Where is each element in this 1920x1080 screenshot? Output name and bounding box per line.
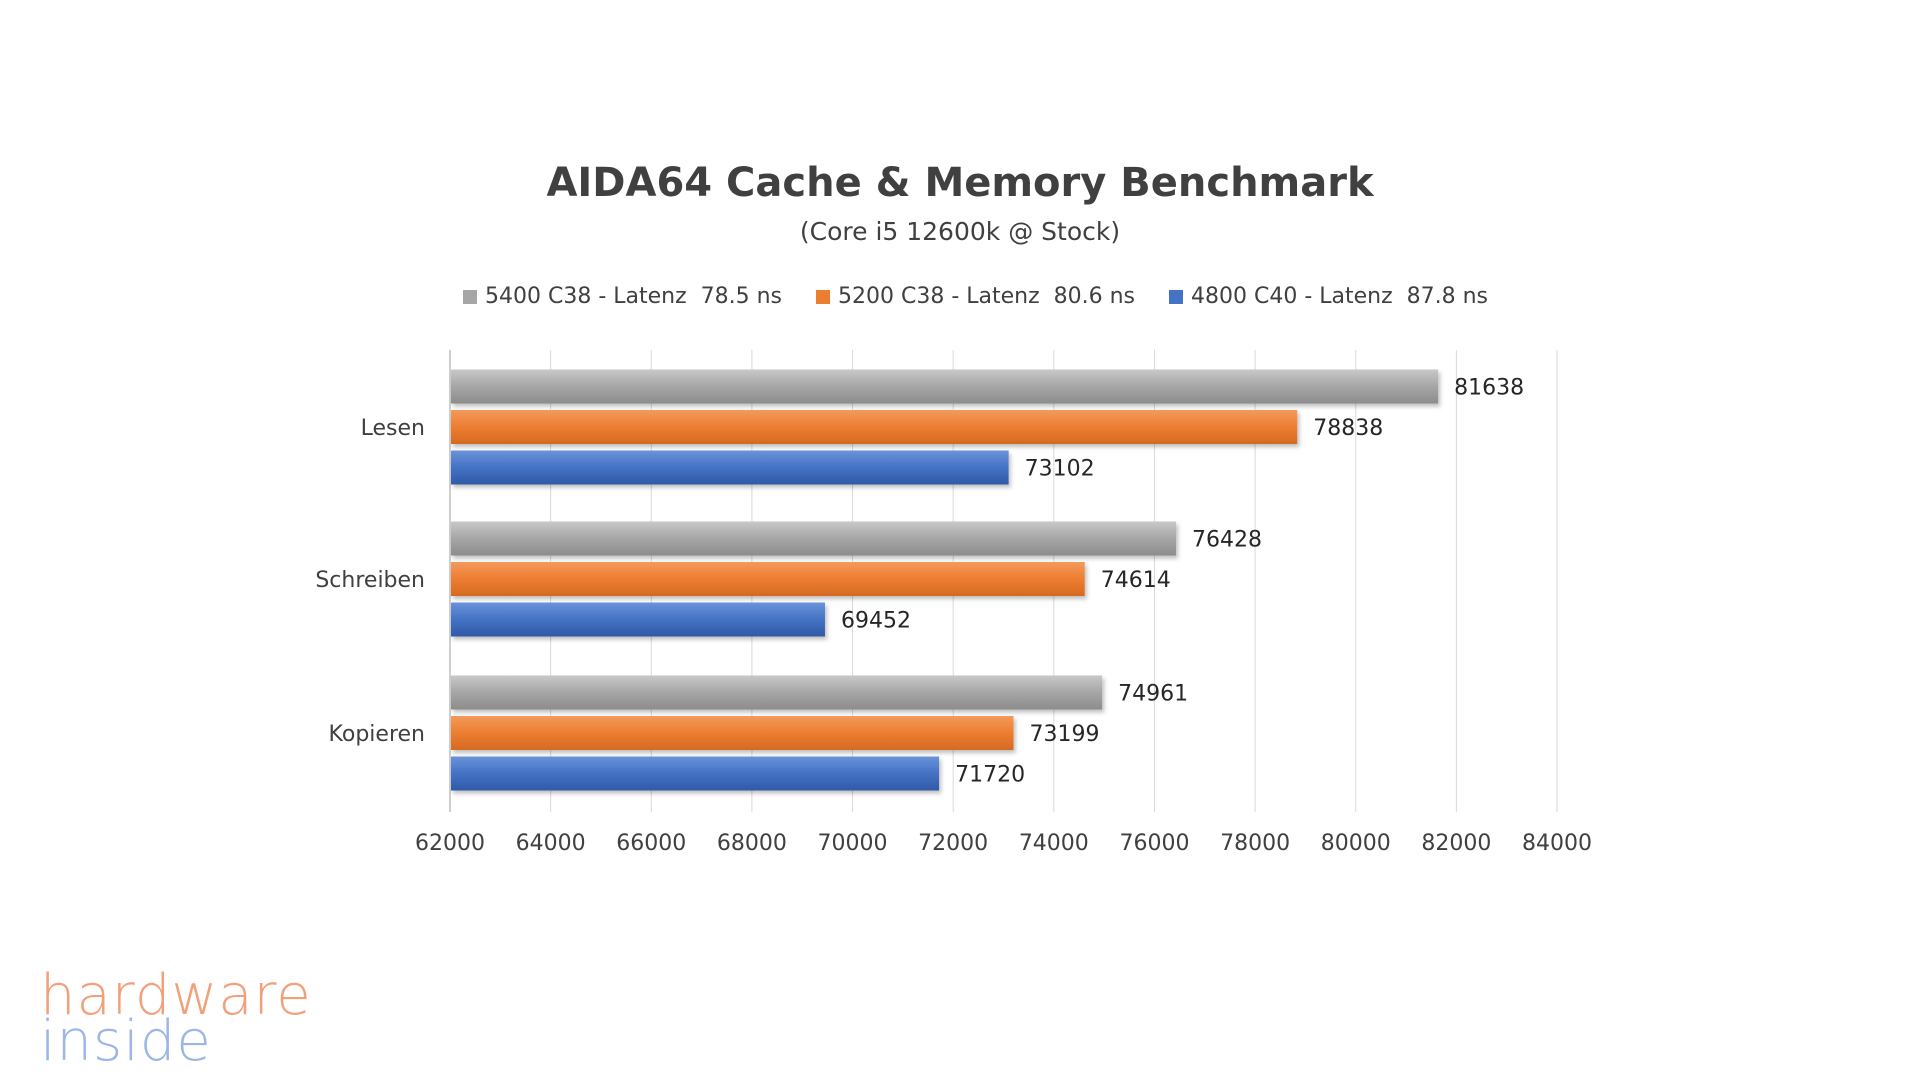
bar-schreiben-series-2 <box>451 602 825 637</box>
value-label-kopieren-series-0: 74961 <box>1118 682 1188 707</box>
value-label-schreiben-series-0: 76428 <box>1192 528 1262 553</box>
category-label-lesen: Lesen <box>361 416 425 441</box>
x-tick-label-70000: 70000 <box>818 831 888 856</box>
legend-label-1: 5200 C38 - Latenz 80.6 ns <box>838 284 1135 309</box>
x-tick-label-74000: 74000 <box>1019 831 1089 856</box>
legend-label-2: 4800 C40 - Latenz 87.8 ns <box>1191 284 1488 309</box>
x-tick-label-84000: 84000 <box>1522 831 1592 856</box>
value-label-lesen-series-0: 81638 <box>1454 376 1524 401</box>
x-axis-labels: 62000 64000 66000 68000 70000 72000 74000 76000… <box>415 831 1592 856</box>
bar-lesen-series-1 <box>451 410 1298 444</box>
x-tick-label-82000: 82000 <box>1421 831 1491 856</box>
bars <box>451 369 1439 791</box>
category-label-kopieren: Kopieren <box>329 722 425 747</box>
legend-swatch-1 <box>816 290 830 304</box>
bar-lesen-series-0 <box>451 369 1439 404</box>
bar-kopieren-series-0 <box>451 675 1103 710</box>
value-label-kopieren-series-1: 73199 <box>1030 722 1100 747</box>
legend-swatch-0 <box>463 290 477 304</box>
value-label-lesen-series-1: 78838 <box>1313 416 1383 441</box>
hardware-inside-logo: hardware inside <box>40 968 340 1070</box>
value-label-schreiben-series-2: 69452 <box>841 609 911 634</box>
bar-kopieren-series-1 <box>451 716 1014 750</box>
legend-swatch-2 <box>1169 290 1183 304</box>
bar-kopieren-series-2 <box>451 756 940 791</box>
x-tick-label-68000: 68000 <box>717 831 787 856</box>
legend-label-0: 5400 C38 - Latenz 78.5 ns <box>485 284 782 309</box>
x-tick-label-62000: 62000 <box>415 831 485 856</box>
logo-text-hardware: hardware <box>40 963 312 1028</box>
value-label-kopieren-series-2: 71720 <box>955 763 1025 788</box>
chart-title: AIDA64 Cache & Memory Benchmark <box>546 160 1374 206</box>
x-tick-label-76000: 76000 <box>1119 831 1189 856</box>
bar-schreiben-series-0 <box>451 521 1176 556</box>
x-tick-label-78000: 78000 <box>1220 831 1290 856</box>
x-tick-label-80000: 80000 <box>1321 831 1391 856</box>
category-labels: Lesen Schreiben Kopieren <box>315 416 425 747</box>
value-label-lesen-series-2: 73102 <box>1025 457 1095 482</box>
legend: 5400 C38 - Latenz 78.5 ns 5200 C38 - Late… <box>463 284 1488 309</box>
bar-schreiben-series-1 <box>451 562 1085 596</box>
chart-subtitle: (Core i5 12600k @ Stock) <box>800 217 1120 246</box>
value-label-schreiben-series-1: 74614 <box>1101 568 1171 593</box>
x-tick-label-64000: 64000 <box>516 831 586 856</box>
value-labels: 81638 78838 73102 76428 74614 69452 74961 73199… <box>841 376 1524 788</box>
category-label-schreiben: Schreiben <box>315 568 425 593</box>
x-tick-label-72000: 72000 <box>918 831 988 856</box>
bar-lesen-series-2 <box>451 450 1009 485</box>
logo-text-inside: inside <box>40 1009 212 1074</box>
x-tick-label-66000: 66000 <box>616 831 686 856</box>
